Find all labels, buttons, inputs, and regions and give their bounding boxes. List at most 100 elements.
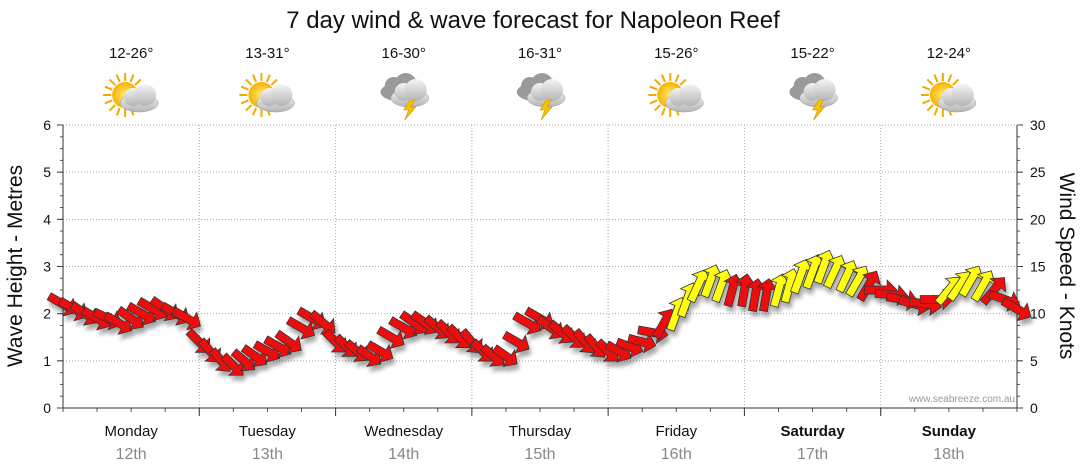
cloud-part <box>270 84 293 106</box>
wind-arrow <box>230 348 256 372</box>
temperature-range: 15-26° <box>654 45 698 62</box>
wind-arrow <box>376 325 405 349</box>
wind-arrow <box>171 306 201 331</box>
wind-arrow <box>388 316 418 340</box>
date-label: 16th <box>661 446 692 463</box>
day-label: Saturday <box>780 423 845 440</box>
x-axis-day-labels: Monday 12th Tuesday 13th Wednesday 14th Thursd… <box>104 423 976 463</box>
cloud-part <box>404 79 427 101</box>
sun-ray <box>245 78 253 86</box>
axes: 0 1 2 3 4 5 6 0 5 10 15 20 25 30 <box>43 117 1046 416</box>
left-axis-title: Wave Height - Metres <box>4 165 27 367</box>
date-label: 15th <box>524 446 555 463</box>
wind-arrow <box>627 332 657 354</box>
sun-ray <box>926 104 934 112</box>
sun-cloud-icon <box>920 73 977 117</box>
date-label: 17th <box>797 446 828 463</box>
sun-ray <box>252 107 257 116</box>
right-tick-label: 30 <box>1030 117 1046 133</box>
wind-arrow <box>115 305 144 331</box>
lightning-bolt <box>539 99 553 121</box>
credit-label: www.seabreeze.com.au <box>908 394 1015 405</box>
sun-cloud-icon <box>239 73 295 117</box>
date-label: 14th <box>388 446 419 463</box>
wind-arrow <box>845 265 871 298</box>
wind-arrow <box>958 265 984 298</box>
date-label: 13th <box>252 446 283 463</box>
temperature-range: 13-31° <box>245 45 289 62</box>
storm-cloud-icon <box>789 73 838 121</box>
cloud-part <box>951 84 974 106</box>
sun-ray <box>129 74 135 83</box>
sun-ray <box>104 85 113 91</box>
wind-arrow <box>502 330 530 354</box>
wind-arrows <box>46 249 1032 376</box>
date-label: 12th <box>116 446 147 463</box>
sun-ray <box>952 78 960 86</box>
left-tick-label: 5 <box>43 164 51 180</box>
wind-arrow <box>813 249 837 285</box>
cloud-part <box>679 84 702 106</box>
left-tick-label: 2 <box>43 306 51 322</box>
sun-ray <box>649 99 658 105</box>
sun-ray <box>922 99 931 105</box>
temperature-range: 15-22° <box>790 45 834 62</box>
left-tick-label: 4 <box>43 211 51 227</box>
wind-arrow <box>103 311 133 335</box>
sun-ray <box>134 78 142 86</box>
left-tick-label: 0 <box>43 400 51 416</box>
sun-ray <box>660 74 666 83</box>
day-label: Friday <box>655 423 697 440</box>
day-label: Tuesday <box>239 423 296 440</box>
sun-ray <box>104 99 113 105</box>
sun-cloud-icon <box>103 73 159 117</box>
right-tick-label: 20 <box>1030 211 1046 227</box>
sun-ray <box>265 74 271 83</box>
sun-ray <box>115 74 121 83</box>
grid <box>63 124 1017 408</box>
cloud-part <box>541 79 563 101</box>
wind-arrow <box>240 344 268 368</box>
wind-arrow <box>512 311 542 335</box>
right-tick-label: 0 <box>1030 400 1038 416</box>
wind-arrow <box>252 340 281 363</box>
sun-ray <box>674 74 680 83</box>
wind-arrow <box>263 335 292 359</box>
left-tick-label: 1 <box>43 353 51 369</box>
temperature-range: 12-24° <box>927 45 971 62</box>
right-tick-label: 10 <box>1030 306 1046 322</box>
wind-arrow <box>789 258 814 295</box>
right-tick-label: 25 <box>1030 164 1046 180</box>
wind-arrow <box>822 255 848 290</box>
sun-ray <box>660 107 666 116</box>
sun-ray <box>654 78 662 86</box>
sun-ray <box>240 99 249 105</box>
left-tick-label: 6 <box>43 117 51 133</box>
sun-ray <box>115 107 121 116</box>
sun-ray <box>108 78 116 86</box>
storm-cloud-icon <box>380 73 429 121</box>
lightning-bolt <box>812 99 826 121</box>
wind-arrow <box>734 273 757 308</box>
wind-arrow <box>711 269 734 304</box>
temperature-range: 16-31° <box>518 45 562 62</box>
sun-cloud-icon <box>648 73 704 117</box>
right-tick-label: 15 <box>1030 259 1046 275</box>
left-tick-label: 3 <box>43 259 51 275</box>
chart-title: 7 day wind & wave forecast for Napoleon … <box>286 7 780 34</box>
cloud-part <box>134 84 157 106</box>
sun-ray <box>947 74 953 83</box>
day-label: Thursday <box>509 423 572 440</box>
day-label: Sunday <box>922 423 977 440</box>
wind-arrow <box>1000 296 1032 322</box>
wind-arrow <box>365 340 394 363</box>
sun-ray <box>240 85 249 91</box>
right-axis-title: Wind Speed - Knots <box>1055 173 1078 360</box>
sun-ray <box>649 85 658 91</box>
wind-arrow <box>285 316 316 340</box>
sun-ray <box>922 85 931 91</box>
lightning-bolt <box>403 99 417 121</box>
sun-ray <box>654 104 662 112</box>
sun-ray <box>933 74 939 83</box>
